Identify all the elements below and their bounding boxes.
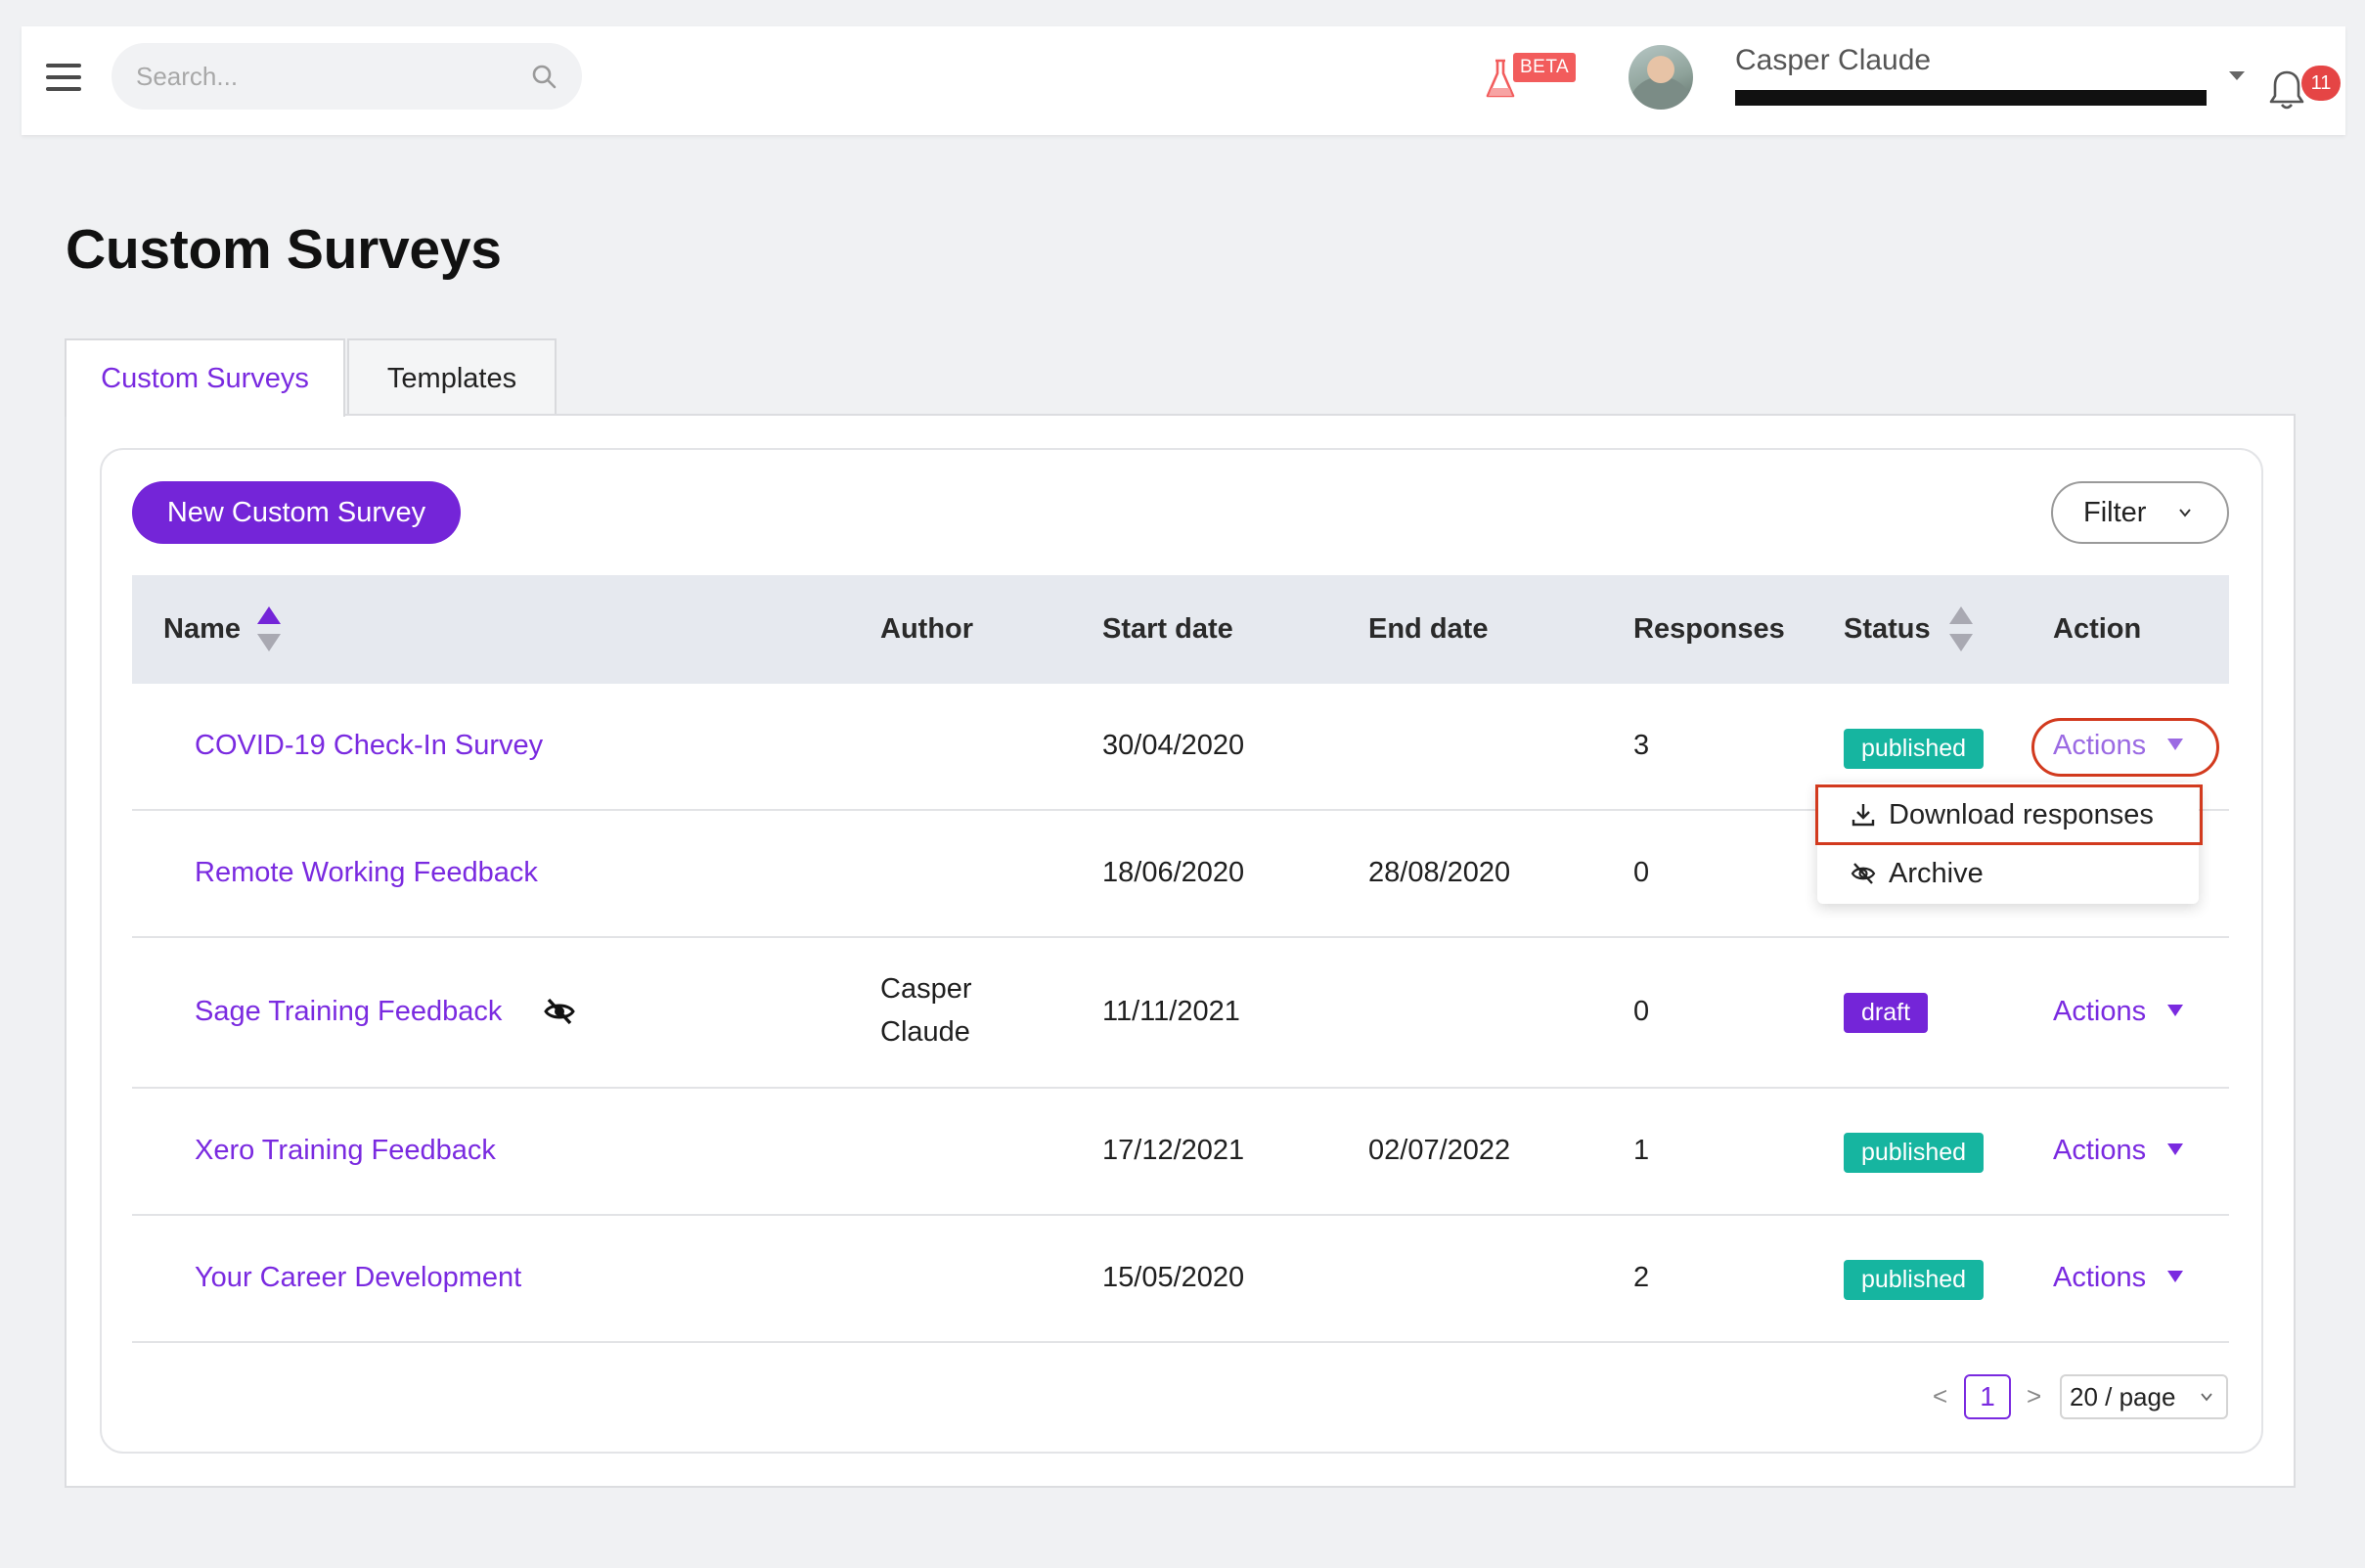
table-row: Xero Training Feedback 17/12/2021 02/07/… [132, 1089, 2229, 1216]
responses-count: 1 [1633, 1135, 1650, 1166]
page-size-select[interactable]: 20 / page [2060, 1374, 2228, 1419]
flask-icon [1486, 59, 1515, 98]
bell-icon [2269, 70, 2304, 110]
column-header-end-date: End date [1368, 613, 1489, 645]
end-date: 28/08/2020 [1368, 857, 1511, 888]
tab-templates[interactable]: Templates [347, 338, 557, 415]
start-date: 17/12/2021 [1102, 1135, 1245, 1166]
survey-name-link[interactable]: Xero Training Feedback [195, 1135, 496, 1166]
column-header-name[interactable]: Name [163, 613, 241, 645]
caret-down-icon [2167, 1143, 2184, 1155]
eye-off-icon [1851, 863, 1876, 884]
hamburger-menu-icon[interactable] [46, 64, 81, 93]
column-header-start-date: Start date [1102, 613, 1233, 645]
survey-name-link[interactable]: Sage Training Feedback [195, 996, 503, 1027]
survey-name-link[interactable]: Your Career Development [195, 1262, 522, 1293]
column-header-status[interactable]: Status [1844, 613, 1931, 645]
table-row: Remote Working Feedback 18/06/2020 28/08… [132, 811, 2229, 938]
actions-label: Actions [2053, 730, 2147, 761]
user-menu[interactable]: Casper Claude [1629, 41, 2245, 119]
actions-label: Actions [2053, 1262, 2147, 1293]
start-date: 11/11/2021 [1102, 996, 1240, 1027]
search-input[interactable] [112, 43, 582, 110]
status-badge: published [1844, 1133, 1985, 1173]
start-date: 18/06/2020 [1102, 857, 1245, 888]
next-page-button[interactable]: > [2027, 1381, 2042, 1411]
page-number-current[interactable]: 1 [1964, 1374, 2011, 1419]
responses-count: 2 [1633, 1262, 1650, 1293]
hidden-eye-icon [544, 998, 575, 1025]
author-last-name: Claude [880, 1016, 970, 1048]
actions-label: Actions [2053, 996, 2147, 1027]
top-bar: BETA Casper Claude 11 [22, 26, 2345, 135]
menu-item-label: Archive [1889, 858, 1984, 889]
survey-name-link[interactable]: COVID-19 Check-In Survey [195, 730, 544, 761]
column-header-responses: Responses [1633, 613, 1785, 645]
avatar [1629, 45, 1693, 110]
chevron-down-icon [2201, 1393, 2212, 1402]
menu-item-label: Download responses [1889, 799, 2154, 830]
actions-dropdown-button[interactable]: Actions [2053, 1135, 2184, 1167]
author-first-name: Casper [880, 973, 972, 1005]
status-badge: published [1844, 1260, 1985, 1300]
tab-custom-surveys[interactable]: Custom Surveys [65, 338, 345, 417]
responses-count: 0 [1633, 857, 1650, 888]
column-header-action: Action [2053, 613, 2142, 645]
menu-item-download-responses[interactable]: Download responses [1817, 787, 2199, 842]
actions-dropdown-menu: Download responses Archive [1817, 783, 2199, 904]
table-row: COVID-19 Check-In Survey 30/04/2020 3 pu… [132, 684, 2229, 811]
filter-label: Filter [2083, 497, 2147, 528]
sort-icon[interactable] [1949, 606, 1973, 651]
filter-button[interactable]: Filter [2051, 481, 2229, 544]
caret-down-icon [2167, 739, 2184, 750]
status-badge: published [1844, 729, 1985, 769]
responses-count: 3 [1633, 730, 1650, 761]
table-row: Your Career Development 15/05/2020 2 pub… [132, 1216, 2229, 1343]
caret-down-icon[interactable] [2229, 71, 2245, 80]
user-name: Casper Claude [1735, 44, 1932, 76]
menu-item-archive[interactable]: Archive [1817, 846, 2199, 901]
redacted-email [1735, 90, 2207, 106]
start-date: 15/05/2020 [1102, 1262, 1245, 1293]
survey-name-link[interactable]: Remote Working Feedback [195, 857, 538, 888]
actions-label: Actions [2053, 1135, 2147, 1166]
search-icon[interactable] [531, 64, 557, 89]
actions-dropdown-button[interactable]: Actions [2053, 730, 2184, 762]
beta-badge: BETA [1513, 53, 1577, 82]
table-row: Sage Training Feedback Casper Claude 11/… [132, 938, 2229, 1089]
actions-dropdown-button[interactable]: Actions [2053, 1262, 2184, 1294]
sort-icon[interactable] [257, 606, 281, 651]
table-header: Name Author Start date End date Response… [132, 575, 2229, 684]
status-badge: draft [1844, 993, 1929, 1033]
page-title: Custom Surveys [66, 218, 502, 281]
notifications-button[interactable]: 11 [2258, 56, 2341, 124]
notification-count-badge: 11 [2301, 66, 2341, 101]
new-custom-survey-button[interactable]: New Custom Survey [132, 481, 461, 544]
chevron-down-icon [2179, 509, 2191, 517]
column-header-author: Author [880, 613, 974, 645]
beta-feature[interactable]: BETA [1484, 53, 1591, 98]
responses-count: 0 [1633, 996, 1650, 1027]
end-date: 02/07/2022 [1368, 1135, 1511, 1166]
caret-down-icon [2167, 1271, 2184, 1282]
caret-down-icon [2167, 1005, 2184, 1016]
actions-dropdown-button[interactable]: Actions [2053, 996, 2184, 1028]
search-box[interactable] [112, 43, 582, 110]
page-size-value: 20 / page [2070, 1382, 2176, 1411]
download-icon [1852, 804, 1875, 827]
prev-page-button[interactable]: < [1933, 1381, 1948, 1411]
start-date: 30/04/2020 [1102, 730, 1245, 761]
